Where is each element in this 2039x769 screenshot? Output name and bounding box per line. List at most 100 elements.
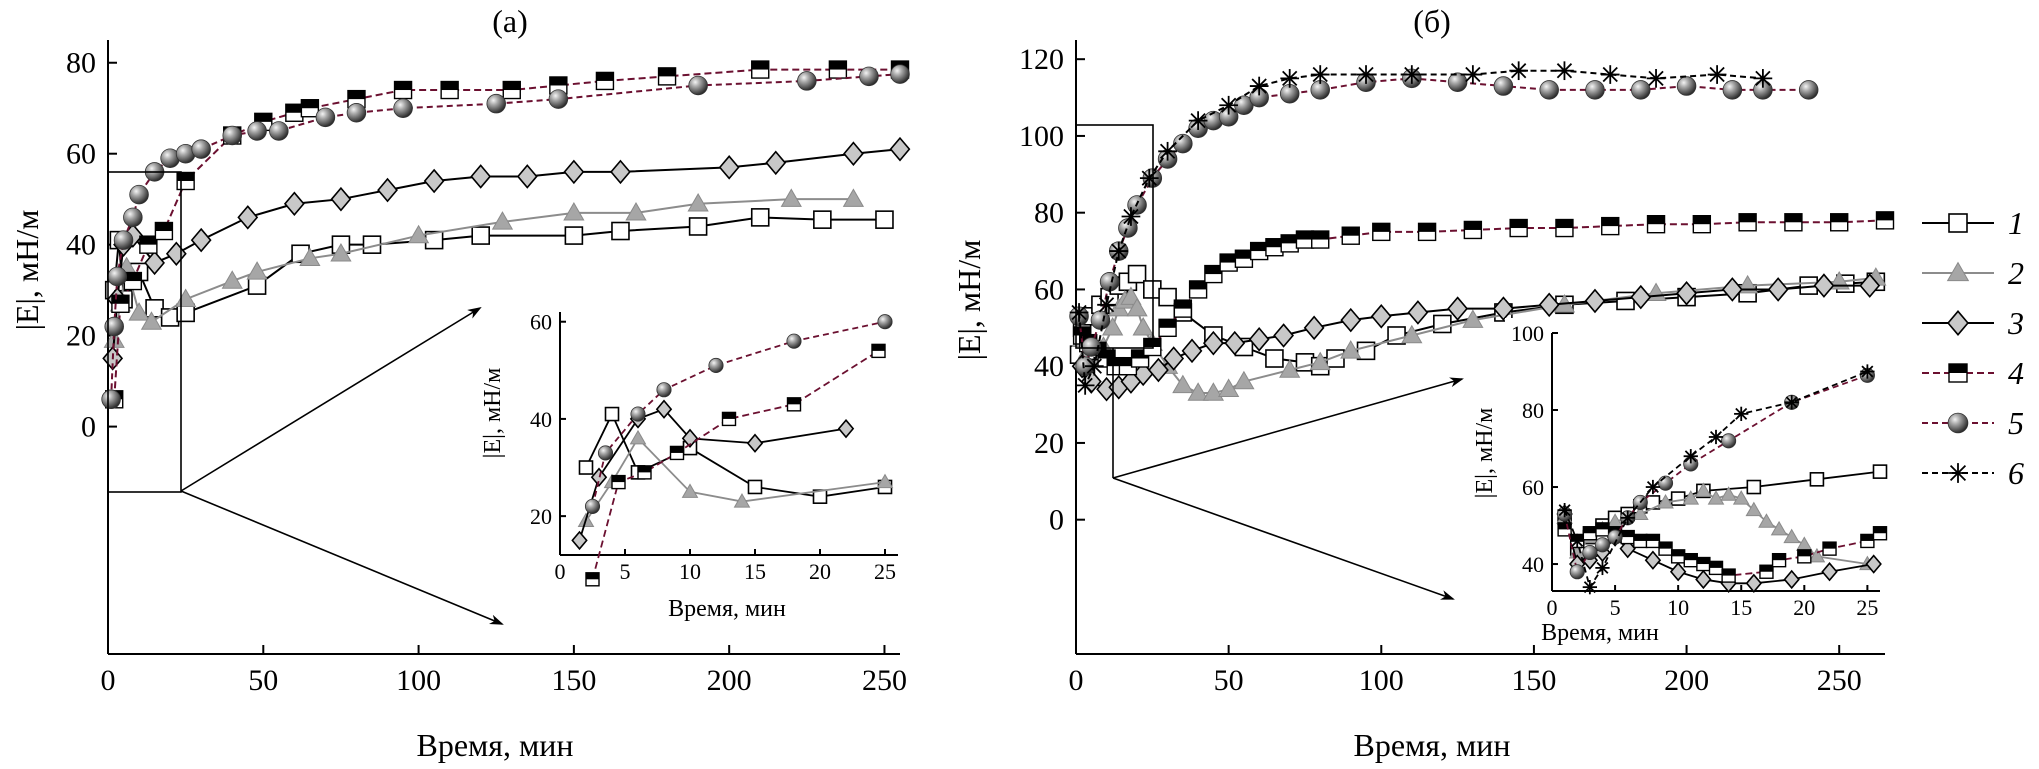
panel-b-inset-ylabel: |E|, мН/м <box>1472 408 1498 499</box>
a-inset-series-3-point <box>837 418 855 439</box>
legend-label-2: 2 <box>2008 255 2024 291</box>
a-main-series-2-point <box>407 224 430 244</box>
b-main-series-6-point <box>1097 295 1116 315</box>
a-inset-series-2-point <box>681 483 699 498</box>
b-main-series-6-point <box>1280 69 1300 88</box>
b-main-series-4-point <box>1158 318 1177 338</box>
a-main-xtick-label: 100 <box>396 664 441 697</box>
a-main-series-3-point <box>563 159 585 185</box>
b-inset-series-6-point <box>1708 429 1724 445</box>
b-inset-series-4-point <box>1645 533 1661 549</box>
b-main-series-3-point <box>1584 288 1606 314</box>
panel-a-inset-xlabel: Время, мин <box>668 596 786 622</box>
b-inset-xtick-label: 5 <box>1610 595 1621 620</box>
legend-item-1: 1 <box>1922 205 2024 241</box>
legend-marker-5 <box>1947 412 1969 434</box>
b-main-series-4-point <box>1417 222 1437 242</box>
b-main-series-3-point <box>1273 323 1294 348</box>
a-inset-series-4-point <box>585 572 600 587</box>
b-inset-series-4-point <box>1670 549 1686 564</box>
a-main-series-2 <box>103 188 865 348</box>
a-inset-series-3-point <box>590 467 608 487</box>
panel-a-zoom-arrow-upper <box>180 306 482 492</box>
b-main-series-6-point <box>1356 65 1376 84</box>
a-main-ytick-label: 80 <box>66 47 96 80</box>
b-main-series-1-point <box>1265 349 1284 368</box>
legend: 1 2 3 4 5 6 <box>1922 205 2024 491</box>
b-main-series-4-point <box>1265 238 1284 257</box>
a-inset-series-5-point <box>584 498 601 514</box>
b-inset-series-6-point <box>1582 579 1597 595</box>
legend-label-6: 6 <box>2008 455 2024 491</box>
b-inset-series-4-point <box>1771 552 1787 568</box>
a-inset-series-5-point <box>877 314 893 330</box>
b-main-series-5-point <box>1676 76 1697 96</box>
b-main-series-6-point <box>1219 95 1238 115</box>
b-main-series-6-point <box>1753 69 1773 88</box>
a-inset-series-4-point <box>721 411 737 427</box>
a-main-series-3-point <box>889 136 911 162</box>
b-main-series-3-point <box>1447 296 1468 321</box>
b-main-series-2-point <box>1187 382 1209 401</box>
a-main-series-1-point <box>875 210 894 229</box>
b-inset-series-4-point <box>1582 526 1598 541</box>
a-main-series-2-point <box>299 247 321 267</box>
b-main-xtick-label: 150 <box>1511 664 1556 697</box>
b-main-xtick-label: 50 <box>1214 664 1244 697</box>
a-main-series-1-point <box>813 210 832 229</box>
b-main-series-5-point <box>1631 80 1651 100</box>
b-inset-series-2-point <box>1808 547 1826 563</box>
b-main-series-6-point <box>1707 65 1727 84</box>
panel-b-zoom-arrow-lower <box>1112 477 1455 600</box>
a-main-series-3-point <box>516 164 538 189</box>
b-inset-ytick-label: 60 <box>1522 475 1544 500</box>
b-main-series-3-point <box>1370 304 1392 329</box>
b-main-series-6-point <box>1109 241 1129 261</box>
b-main-series-6-point <box>1188 111 1208 130</box>
legend-marker-6 <box>1948 463 1968 483</box>
a-main-ytick-label: 40 <box>66 229 96 262</box>
b-main-series-3-point <box>1181 338 1203 364</box>
a-inset-series-4-point <box>786 397 802 412</box>
a-inset-xtick-label: 25 <box>874 559 896 584</box>
b-inset-series-5-point <box>1582 544 1598 561</box>
b-inset-series-2-point <box>1682 490 1700 505</box>
a-main-series-5-point <box>890 64 910 84</box>
b-main-series-4-point <box>1692 214 1712 234</box>
b-main-series-2-point <box>1309 351 1331 371</box>
b-main-series-1-point <box>1127 264 1147 284</box>
b-main-series-4 <box>1072 211 1895 376</box>
b-inset-series-5-point <box>1657 475 1674 491</box>
a-main-series-5-point <box>104 316 124 337</box>
b-main-series-2-point <box>1340 340 1362 359</box>
b-main-series-2-point <box>1132 317 1154 336</box>
b-inset-series-2-point <box>1657 493 1674 509</box>
a-inset-series-3-point <box>746 433 764 453</box>
b-main-ytick-label: 100 <box>1019 120 1064 153</box>
legend-label-1: 1 <box>2008 205 2024 241</box>
b-main-series-1-point <box>1616 291 1635 311</box>
b-inset-series-6-point <box>1557 502 1572 518</box>
a-main-series-1-point <box>688 217 708 236</box>
panel-a-zoom-box <box>107 171 182 493</box>
b-main-series-2-point <box>1233 370 1255 390</box>
b-main-series-3-point <box>1407 300 1429 325</box>
a-inset-series-5-point <box>786 333 802 349</box>
b-main-ytick-label: 120 <box>1019 43 1064 76</box>
b-inset-ytick-label: 40 <box>1522 552 1544 577</box>
b-main-series-6-point <box>1139 168 1159 188</box>
a-main-series-2-point <box>687 192 709 212</box>
a-inset-ytick-label: 40 <box>530 407 552 432</box>
b-inset-series-1-point <box>1670 491 1686 506</box>
a-main-series-1-point <box>611 221 630 241</box>
b-main-series-6 <box>1069 61 1773 395</box>
b-main-series-6-point <box>1069 303 1089 322</box>
a-main-series-4-point <box>347 89 366 109</box>
a-main-series-3-point <box>237 205 259 230</box>
a-main-series-3-point <box>165 241 187 267</box>
b-main-series-3-point <box>1767 277 1789 302</box>
a-main-series-4-point <box>393 80 413 100</box>
panel-a-inset-ylabel: |E|, мН/м <box>480 368 506 459</box>
a-inset-series-3-point <box>681 428 699 449</box>
